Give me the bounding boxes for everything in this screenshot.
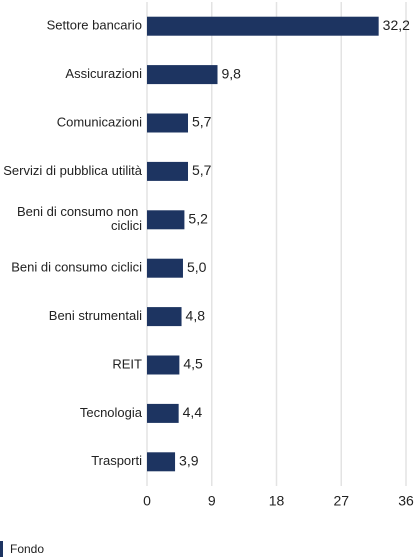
bar — [147, 210, 185, 230]
y-tick-label: Tecnologia — [80, 405, 143, 420]
y-tick-label: Beni di consumo ciclici — [11, 260, 142, 275]
legend-swatch — [0, 541, 3, 557]
bar — [147, 161, 189, 181]
bar — [147, 452, 176, 472]
x-tick-label: 27 — [333, 493, 349, 509]
x-tick-label: 9 — [208, 493, 216, 509]
legend-label: Fondo — [10, 542, 44, 556]
bar — [147, 258, 183, 278]
data-label: 32,2 — [383, 17, 410, 33]
bar — [147, 113, 189, 133]
bar — [147, 403, 179, 423]
y-tick-label: Beni strumentali — [49, 308, 142, 323]
data-label: 4,5 — [183, 356, 203, 372]
y-tick-label: Comunicazioni — [57, 114, 142, 129]
data-label: 4,4 — [183, 404, 203, 420]
data-label: 5,0 — [187, 259, 207, 275]
data-label: 3,9 — [179, 453, 199, 469]
x-tick-label: 36 — [398, 493, 414, 509]
x-tick-label: 18 — [269, 493, 285, 509]
y-tick-label: Beni di consumo non ciclici — [17, 204, 142, 233]
data-label: 4,8 — [186, 307, 206, 323]
y-tick-label: Servizi di pubblica utilità — [3, 163, 143, 178]
y-tick-label: REIT — [112, 356, 142, 371]
bar — [147, 355, 180, 375]
data-label: 5,7 — [192, 162, 212, 178]
y-tick-label: Trasporti — [91, 453, 142, 468]
data-label: 5,7 — [192, 114, 212, 130]
bar — [147, 65, 218, 85]
data-label: 9,8 — [222, 65, 242, 81]
bar — [147, 16, 379, 36]
bar — [147, 307, 182, 327]
y-tick-label: Assicurazioni — [65, 66, 142, 81]
y-tick-label: Settore bancario — [47, 18, 142, 33]
x-tick-label: 0 — [143, 493, 151, 509]
data-label: 5,2 — [188, 211, 208, 227]
